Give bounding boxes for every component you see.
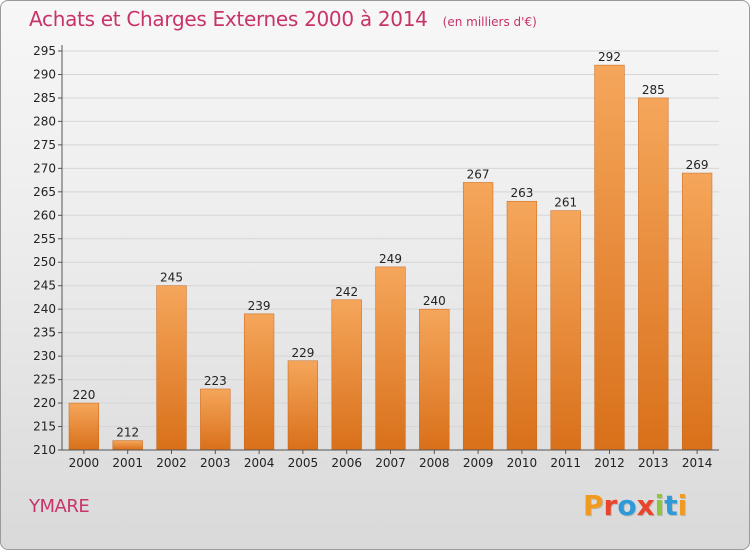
y-tick-label: 295 <box>33 44 56 58</box>
bar-2008 <box>419 308 450 451</box>
y-tick-label: 250 <box>33 255 56 269</box>
bar-2000 <box>68 402 100 451</box>
bar-2003 <box>200 388 231 451</box>
y-tick-label: 265 <box>33 185 56 199</box>
bar-2004 <box>243 313 275 451</box>
x-tick-label: 2008 <box>419 456 450 470</box>
y-tick-label: 290 <box>33 67 56 81</box>
y-tick-label: 260 <box>33 208 56 222</box>
y-tick-label: 210 <box>33 443 56 457</box>
commune-name: YMARE <box>29 496 90 517</box>
bar-value-label: 285 <box>642 83 665 97</box>
chart-unit: (en milliers d'€) <box>442 15 537 29</box>
y-tick-label: 285 <box>33 91 56 105</box>
bar-value-label: 220 <box>72 388 95 402</box>
bar-value-label: 223 <box>204 374 227 388</box>
bar-value-label: 269 <box>686 158 709 172</box>
bar-2009 <box>462 182 494 451</box>
bar-value-label: 245 <box>160 271 183 285</box>
y-tick-label: 275 <box>33 138 56 152</box>
y-tick-label: 230 <box>33 349 56 363</box>
bar-2006 <box>331 299 362 451</box>
x-tick-label: 2013 <box>638 456 669 470</box>
bar-value-label: 249 <box>379 252 402 266</box>
y-tick-label: 245 <box>33 279 56 293</box>
bar-2007 <box>375 266 406 451</box>
y-tick-label: 270 <box>33 161 56 175</box>
y-tick-label: 255 <box>33 232 56 246</box>
bar-value-label: 263 <box>510 186 533 200</box>
bar-value-label: 239 <box>248 299 271 313</box>
y-tick-label: 280 <box>33 114 56 128</box>
x-tick-label: 2011 <box>550 456 581 470</box>
y-tick-label: 235 <box>33 326 56 340</box>
y-tick-label: 220 <box>33 396 56 410</box>
logo-letter: r <box>603 489 618 522</box>
bar-value-label: 240 <box>423 294 446 308</box>
x-tick-label: 2004 <box>244 456 275 470</box>
y-tick-label: 215 <box>33 420 56 434</box>
bar-2012 <box>594 64 625 451</box>
chart-title-row: Achats et Charges Externes 2000 à 2014 (… <box>29 7 537 31</box>
x-tick-label: 2002 <box>156 456 187 470</box>
x-tick-label: 2000 <box>69 456 100 470</box>
logo-letter: i <box>654 489 665 522</box>
bar-value-label: 212 <box>116 426 139 440</box>
x-tick-label: 2003 <box>200 456 231 470</box>
bar-2013 <box>638 97 669 451</box>
logo-letter: x <box>636 489 655 522</box>
bars: 220 212 245 223 239 229 242 249 240 267 263 261 292 2… <box>68 50 713 451</box>
y-tick-label: 225 <box>33 373 56 387</box>
x-tick-label: 2005 <box>288 456 319 470</box>
logo-letter: t <box>664 489 678 522</box>
bar-2001 <box>112 440 143 451</box>
logo-letter: P <box>583 489 604 522</box>
x-tick-label: 2006 <box>331 456 362 470</box>
proxiti-logo[interactable]: Proxiti <box>583 489 687 522</box>
x-tick-label: 2009 <box>463 456 494 470</box>
x-tick-label: 2007 <box>375 456 406 470</box>
chart-title: Achats et Charges Externes 2000 à 2014 <box>29 7 428 31</box>
bar-value-label: 242 <box>335 285 358 299</box>
bar-value-label: 292 <box>598 50 621 64</box>
axes: 210 215 220 225 230 235 240 245 250 255 260 265 270 2… <box>33 44 719 470</box>
bar-value-label: 261 <box>554 196 577 210</box>
bar-value-label: 229 <box>291 346 314 360</box>
bar-2014 <box>681 172 713 451</box>
logo-letter: i <box>677 489 688 522</box>
bar-2005 <box>287 360 319 451</box>
x-tick-label: 2001 <box>112 456 143 470</box>
bar-2010 <box>506 200 538 451</box>
bar-2011 <box>550 210 581 451</box>
x-tick-label: 2014 <box>682 456 713 470</box>
x-tick-label: 2012 <box>594 456 625 470</box>
y-tick-label: 240 <box>33 302 56 316</box>
bar-value-label: 267 <box>467 167 490 181</box>
logo-letter: o <box>617 489 637 522</box>
x-tick-label: 2010 <box>507 456 538 470</box>
bar-2002 <box>156 285 187 451</box>
